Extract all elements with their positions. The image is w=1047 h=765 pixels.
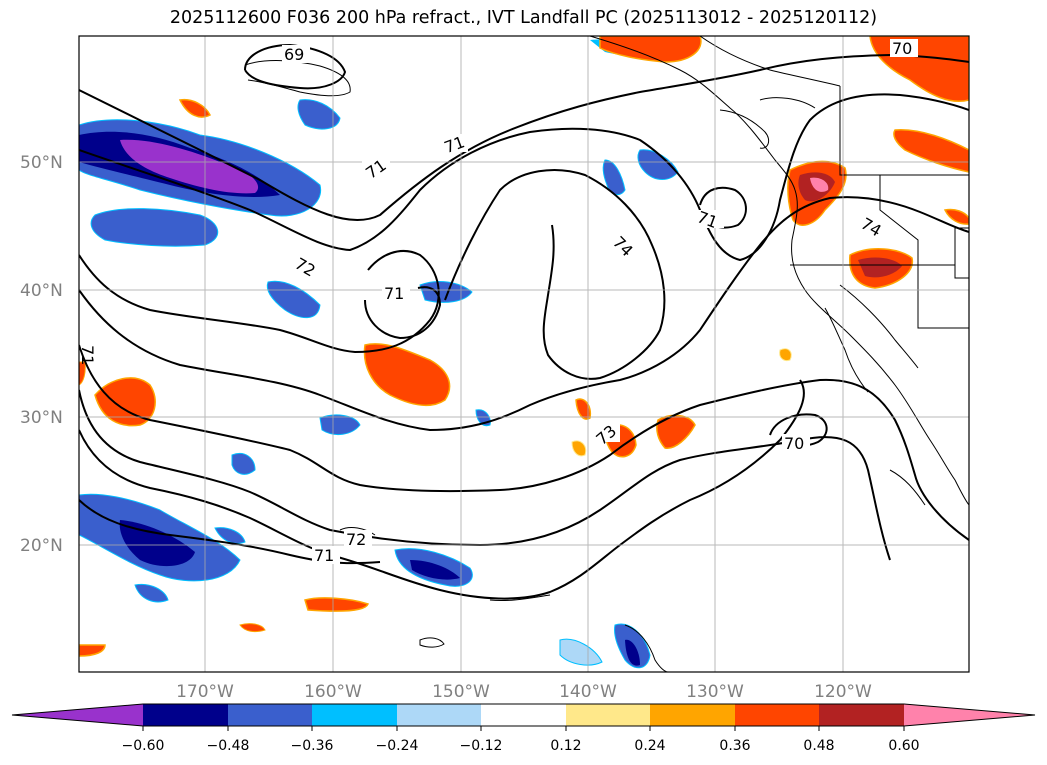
contour-label: 69 <box>284 45 304 64</box>
colorbar-tick-label: −0.60 <box>122 738 165 754</box>
colorbar-segment <box>650 704 735 726</box>
colorbar-tick-label: 0.24 <box>634 738 665 754</box>
lon-label: 150°W <box>432 682 490 702</box>
graticule <box>79 36 969 672</box>
lat-label: 20°N <box>20 536 63 556</box>
colorbar-tick-label: −0.24 <box>376 738 419 754</box>
lat-label: 50°N <box>20 153 63 173</box>
colorbar-tick-label: 0.12 <box>550 738 581 754</box>
lon-label: 120°W <box>814 682 872 702</box>
latitude-labels: 50°N 40°N 30°N 20°N <box>20 153 63 556</box>
colorbar-segment <box>819 704 904 726</box>
coastlines <box>244 36 969 672</box>
contour-label: 71 <box>384 284 404 303</box>
colorbar-segment <box>566 704 650 726</box>
contour-label: 70 <box>784 434 804 453</box>
colorbar-segment <box>481 704 566 726</box>
colorbar-tick-label: −0.36 <box>291 738 334 754</box>
colorbar-tick-label: −0.48 <box>207 738 250 754</box>
map-frame <box>78 35 970 673</box>
map-panel[interactable]: 69 70 71 71 71 72 71 74 74 73 70 72 71 <box>78 36 969 672</box>
colorbar-tick-label: −0.12 <box>460 738 503 754</box>
contour-label: 70 <box>892 39 912 58</box>
lon-label: 160°W <box>304 682 362 702</box>
map-title: 2025112600 F036 200 hPa refract., IVT La… <box>169 8 878 28</box>
lon-label: 130°W <box>686 682 744 702</box>
longitude-labels: 170°W 160°W 150°W 140°W 130°W 120°W <box>176 682 872 702</box>
colorbar-segment <box>735 704 819 726</box>
contour-label: 72 <box>346 530 366 549</box>
contour-label: 71 <box>314 546 334 565</box>
lon-label: 170°W <box>176 682 234 702</box>
colorbar-segment <box>228 704 312 726</box>
colorbar-tick-label: 0.60 <box>888 738 919 754</box>
colorbar-extend-high <box>904 704 1035 726</box>
lat-label: 40°N <box>20 281 63 301</box>
negative-shading <box>79 39 679 669</box>
colorbar-segment <box>312 704 397 726</box>
colorbar-tick-label: 0.48 <box>803 738 834 754</box>
colorbar-tick-label: 0.36 <box>719 738 750 754</box>
colorbar-segment <box>143 704 228 726</box>
positive-shading <box>79 36 969 657</box>
colorbar-extend-low <box>12 704 143 726</box>
lon-label: 140°W <box>559 682 617 702</box>
colorbar: −0.60 −0.48 −0.36 −0.24 −0.12 0.12 0.24 … <box>11 703 1036 754</box>
lat-label: 30°N <box>20 408 63 428</box>
contour-label: 71 <box>78 345 97 365</box>
colorbar-segment <box>397 704 481 726</box>
